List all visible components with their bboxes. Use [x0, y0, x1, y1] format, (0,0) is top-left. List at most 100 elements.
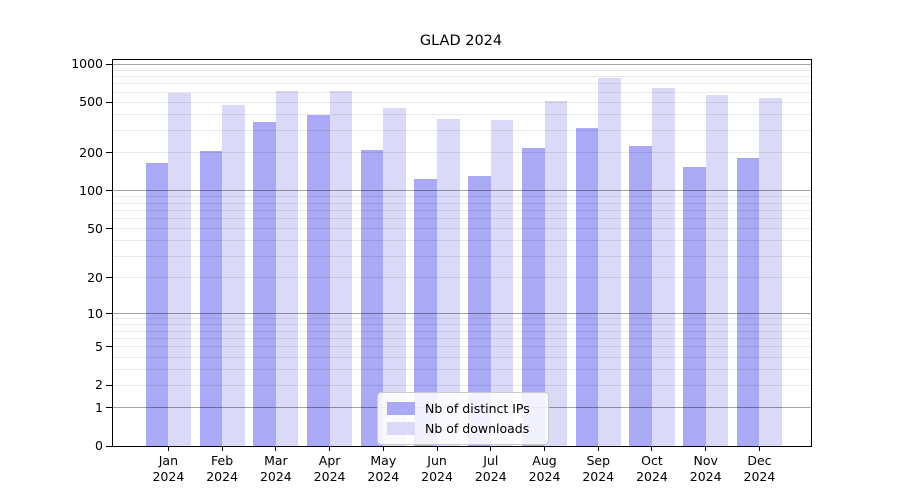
xtick-mark-feb: [221, 446, 223, 451]
bar-downloads-nov: [705, 94, 729, 446]
bar-ips-jan: [145, 162, 169, 446]
xtick-label-line: Aug: [532, 453, 557, 468]
xtick-label-line: Jan: [158, 453, 179, 468]
ytick-mark-2: [106, 384, 112, 386]
xtick-label-sep: Sep 2024: [567, 453, 629, 485]
ytick-label-10: 10: [87, 305, 103, 321]
xtick-label-line: 2024: [367, 469, 400, 484]
xtick-label-line: 2024: [259, 469, 292, 484]
xtick-label-oct: Oct 2024: [621, 453, 683, 485]
legend-swatch-distinct-ips-icon: [387, 401, 415, 415]
xtick-mark-oct: [651, 446, 653, 451]
ytick-mark-100: [106, 190, 112, 192]
ytick-label-500: 500: [79, 94, 103, 110]
gridline-minor-20: [113, 277, 811, 279]
bar-downloads-jul: [490, 119, 514, 446]
xtick-label-line: 2024: [313, 469, 346, 484]
gridline-minor-80: [113, 202, 811, 204]
xtick-mark-jul: [490, 446, 492, 451]
bar-downloads-jan: [168, 93, 191, 446]
bar-ips-jul: [468, 176, 491, 446]
xtick-label-mar: Mar 2024: [245, 453, 307, 485]
ytick-label-0: 0: [95, 438, 103, 453]
legend-label-downloads: Nb of downloads: [425, 420, 530, 436]
xtick-label-line: 2024: [689, 469, 722, 484]
plot-area: Nb of distinct IPs Nb of downloads 0 1 2 5 1…: [71, 56, 812, 484]
gridline-minor-30: [113, 255, 811, 257]
gridline-minor-40: [113, 240, 811, 242]
xtick-label-jun: Jun 2024: [406, 453, 468, 485]
ytick-label-50: 50: [87, 220, 103, 236]
xtick-label-line: Nov: [693, 453, 718, 468]
ytick-mark-1: [106, 407, 112, 409]
ytick-label-2: 2: [95, 377, 103, 393]
xtick-label-line: Apr: [318, 453, 341, 468]
ytick-label-100: 100: [79, 182, 103, 198]
xtick-label-jul: Jul 2024: [460, 453, 522, 485]
gridline-minor-7: [113, 330, 811, 332]
gridline-major-10: [113, 313, 811, 314]
bar-ips-nov: [683, 166, 706, 446]
bar-downloads-dec: [759, 98, 783, 446]
bar-ips-dec: [736, 158, 760, 446]
xtick-label-line: Dec: [747, 453, 772, 468]
gridline-minor-6: [113, 337, 811, 339]
xtick-label-feb: Feb 2024: [191, 453, 253, 485]
legend-item-downloads: Nb of downloads: [387, 418, 539, 438]
gridline-minor-60: [113, 218, 811, 220]
xtick-mark-mar: [275, 446, 277, 451]
bar-downloads-feb: [222, 104, 245, 446]
gridline-minor-600: [113, 91, 811, 93]
xtick-label-aug: Aug 2024: [514, 453, 576, 485]
gridline-minor-2: [113, 384, 811, 386]
xtick-label-jan: Jan 2024: [137, 453, 199, 485]
gridline-minor-900: [113, 69, 811, 71]
xtick-label-line: 2024: [743, 469, 776, 484]
xtick-label-line: Sep: [586, 453, 611, 468]
xtick-mark-nov: [705, 446, 707, 451]
ytick-mark-50: [106, 228, 112, 230]
ytick-mark-0: [106, 445, 112, 447]
gridline-minor-300: [113, 130, 811, 132]
ytick-mark-20: [106, 277, 112, 279]
bar-ips-oct: [629, 145, 652, 446]
gridline-minor-70: [113, 209, 811, 211]
ytick-label-20: 20: [87, 269, 103, 285]
bar-downloads-aug: [544, 101, 568, 446]
xtick-mark-jan: [167, 446, 169, 451]
xtick-label-line: 2024: [636, 469, 668, 484]
xtick-label-line: 2024: [528, 469, 561, 484]
xtick-mark-aug: [544, 446, 545, 451]
bar-ips-aug: [521, 147, 545, 446]
ytick-label-200: 200: [79, 144, 103, 160]
gridline-minor-3: [113, 368, 811, 370]
gridline-minor-5: [113, 346, 811, 348]
ytick-label-5: 5: [95, 338, 103, 354]
xtick-label-line: Jun: [427, 453, 447, 468]
bar-ips-apr: [306, 114, 330, 446]
bar-downloads-apr: [329, 90, 353, 446]
ytick-mark-500: [106, 101, 112, 103]
ytick-mark-10: [106, 313, 112, 314]
gridline-minor-50: [113, 228, 811, 230]
ytick-mark-5: [106, 346, 112, 348]
xtick-label-line: Jul: [483, 453, 499, 468]
xtick-mark-apr: [329, 446, 331, 451]
ytick-mark-1000: [106, 63, 112, 65]
gridline-minor-800: [113, 76, 811, 78]
gridline-minor-700: [113, 83, 811, 85]
chart-title: GLAD 2024: [419, 33, 503, 49]
xtick-label-line: 2024: [474, 469, 507, 484]
xtick-mark-jun: [436, 446, 438, 451]
bar-downloads-may: [383, 107, 406, 446]
legend-swatch-downloads-icon: [387, 421, 415, 435]
bar-downloads-jun: [437, 118, 460, 446]
bar-downloads-sep: [598, 78, 621, 446]
xtick-mark-dec: [758, 446, 760, 451]
gridline-minor-400: [113, 114, 811, 116]
xtick-label-line: May: [370, 453, 397, 468]
xtick-label-line: Mar: [264, 453, 288, 468]
gridline-major-1000: [113, 63, 811, 65]
bar-ips-mar: [253, 122, 276, 446]
